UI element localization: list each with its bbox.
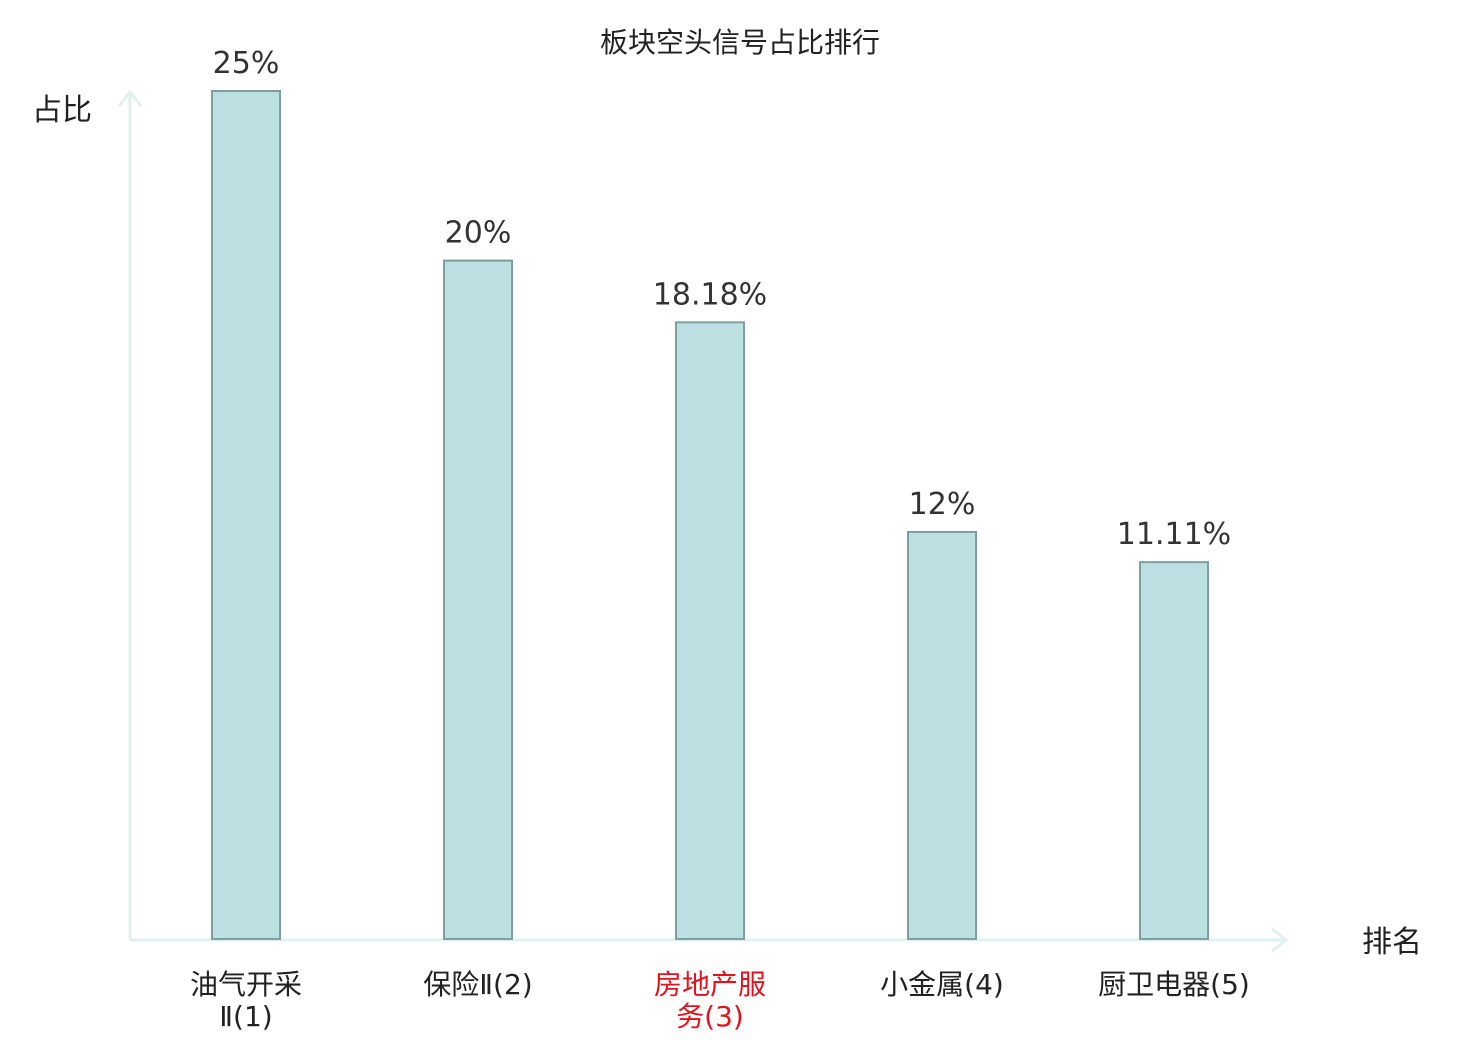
y-axis-arrowhead xyxy=(117,89,143,107)
bar-group xyxy=(211,90,1209,941)
category-label-line: 保险Ⅱ(2) xyxy=(423,968,532,1001)
value-label-1: 25% xyxy=(213,46,280,81)
category-label-line: 房地产服 xyxy=(654,968,766,1001)
bar-2 xyxy=(443,259,513,941)
x-axis-label: 排名 xyxy=(1362,925,1422,960)
value-label-3: 18.18% xyxy=(653,277,767,312)
value-label-5: 11.11% xyxy=(1117,517,1231,552)
category-label-line: 厨卫电器(5) xyxy=(1098,968,1250,1001)
category-label-3: 房地产服务(3) xyxy=(654,968,766,1033)
x-axis-arrowhead xyxy=(1271,927,1289,953)
bar-1 xyxy=(211,90,281,940)
bar-4 xyxy=(907,530,977,941)
value-label-2: 20% xyxy=(445,216,512,251)
category-label-2: 保险Ⅱ(2) xyxy=(423,968,532,1001)
y-axis-label: 占比 xyxy=(32,93,92,128)
category-label-1: 油气开采 Ⅱ(1) xyxy=(190,968,302,1033)
bar-5 xyxy=(1139,561,1209,940)
category-label-line: 油气开采 xyxy=(190,968,302,1001)
chart-title: 板块空头信号占比排行 xyxy=(600,26,880,59)
category-label-5: 厨卫电器(5) xyxy=(1098,968,1250,1001)
category-label-4: 小金属(4) xyxy=(880,968,1004,1001)
category-label-line: 小金属(4) xyxy=(880,968,1004,1001)
category-label-line: 务(3) xyxy=(676,1000,744,1033)
value-label-4: 12% xyxy=(909,487,976,522)
value-label-group: 25% 20% 18.18% 12% 11.11% xyxy=(213,46,1232,552)
bar-3 xyxy=(675,321,745,940)
category-label-group: 油气开采 Ⅱ(1) 保险Ⅱ(2) 房地产服务(3) 小金属(4) 厨卫电器(5) xyxy=(190,968,1250,1033)
category-label-line: Ⅱ(1) xyxy=(219,1000,272,1033)
